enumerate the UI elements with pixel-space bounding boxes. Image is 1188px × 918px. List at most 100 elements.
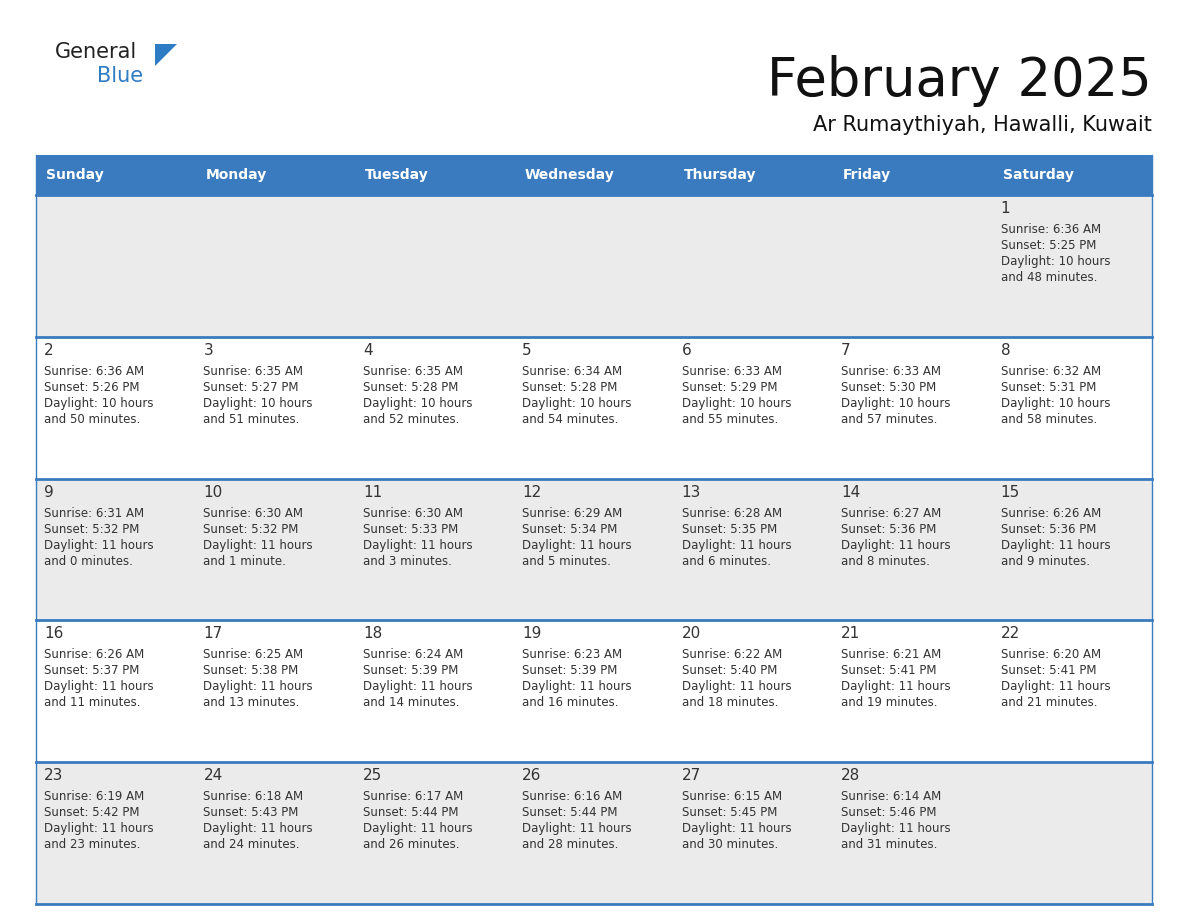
Text: and 58 minutes.: and 58 minutes. [1000, 413, 1097, 426]
Text: Sunrise: 6:36 AM: Sunrise: 6:36 AM [1000, 223, 1101, 236]
Text: Daylight: 10 hours: Daylight: 10 hours [1000, 255, 1110, 268]
Text: and 55 minutes.: and 55 minutes. [682, 413, 778, 426]
Text: Daylight: 11 hours: Daylight: 11 hours [841, 823, 950, 835]
Text: Sunset: 5:30 PM: Sunset: 5:30 PM [841, 381, 936, 394]
Text: Daylight: 11 hours: Daylight: 11 hours [203, 680, 314, 693]
Text: 24: 24 [203, 768, 222, 783]
Text: 26: 26 [523, 768, 542, 783]
Text: 16: 16 [44, 626, 63, 642]
Text: and 24 minutes.: and 24 minutes. [203, 838, 299, 851]
Text: Sunset: 5:44 PM: Sunset: 5:44 PM [523, 806, 618, 819]
Bar [992, 762, 1152, 904]
Text: Sunset: 5:41 PM: Sunset: 5:41 PM [1000, 665, 1097, 677]
Text: 1: 1 [1000, 201, 1010, 216]
Bar [514, 621, 674, 762]
Text: Sunrise: 6:22 AM: Sunrise: 6:22 AM [682, 648, 782, 661]
Text: Sunset: 5:38 PM: Sunset: 5:38 PM [203, 665, 298, 677]
Text: Daylight: 10 hours: Daylight: 10 hours [682, 397, 791, 409]
Bar [514, 762, 674, 904]
Text: Sunset: 5:42 PM: Sunset: 5:42 PM [44, 806, 139, 819]
Text: Daylight: 11 hours: Daylight: 11 hours [44, 680, 153, 693]
Text: Monday: Monday [206, 168, 266, 182]
Bar [196, 621, 355, 762]
Polygon shape [154, 44, 177, 66]
Text: Sunset: 5:36 PM: Sunset: 5:36 PM [1000, 522, 1097, 535]
Bar [36, 762, 196, 904]
Text: Sunset: 5:39 PM: Sunset: 5:39 PM [362, 665, 459, 677]
Text: and 16 minutes.: and 16 minutes. [523, 697, 619, 710]
Bar [833, 195, 992, 337]
Text: Daylight: 11 hours: Daylight: 11 hours [44, 539, 153, 552]
Text: and 23 minutes.: and 23 minutes. [44, 838, 140, 851]
Text: and 8 minutes.: and 8 minutes. [841, 554, 930, 567]
Text: Sunrise: 6:25 AM: Sunrise: 6:25 AM [203, 648, 304, 661]
Text: and 6 minutes.: and 6 minutes. [682, 554, 771, 567]
Bar [196, 155, 355, 195]
Text: Daylight: 10 hours: Daylight: 10 hours [44, 397, 153, 409]
Text: Sunset: 5:40 PM: Sunset: 5:40 PM [682, 665, 777, 677]
Bar [355, 478, 514, 621]
Text: 3: 3 [203, 342, 213, 358]
Text: Daylight: 11 hours: Daylight: 11 hours [362, 539, 473, 552]
Bar [674, 621, 833, 762]
Text: Sunset: 5:27 PM: Sunset: 5:27 PM [203, 381, 299, 394]
Text: Sunrise: 6:16 AM: Sunrise: 6:16 AM [523, 790, 623, 803]
Text: Sunset: 5:37 PM: Sunset: 5:37 PM [44, 665, 139, 677]
Text: and 3 minutes.: and 3 minutes. [362, 554, 451, 567]
Text: 8: 8 [1000, 342, 1010, 358]
Text: Daylight: 11 hours: Daylight: 11 hours [682, 823, 791, 835]
Text: Daylight: 11 hours: Daylight: 11 hours [841, 680, 950, 693]
Bar [36, 195, 196, 337]
Text: Sunset: 5:33 PM: Sunset: 5:33 PM [362, 522, 459, 535]
Text: Blue: Blue [97, 66, 143, 86]
Bar [355, 195, 514, 337]
Text: Daylight: 11 hours: Daylight: 11 hours [44, 823, 153, 835]
Text: 18: 18 [362, 626, 383, 642]
Text: and 14 minutes.: and 14 minutes. [362, 697, 460, 710]
Text: 14: 14 [841, 485, 860, 499]
Bar [833, 337, 992, 478]
Text: Sunset: 5:35 PM: Sunset: 5:35 PM [682, 522, 777, 535]
Text: Daylight: 11 hours: Daylight: 11 hours [841, 539, 950, 552]
Text: Sunset: 5:43 PM: Sunset: 5:43 PM [203, 806, 299, 819]
Bar [36, 155, 196, 195]
Text: Sunrise: 6:19 AM: Sunrise: 6:19 AM [44, 790, 144, 803]
Text: 21: 21 [841, 626, 860, 642]
Text: 5: 5 [523, 342, 532, 358]
Text: Daylight: 11 hours: Daylight: 11 hours [362, 680, 473, 693]
Text: Sunrise: 6:36 AM: Sunrise: 6:36 AM [44, 364, 144, 378]
Text: Sunset: 5:31 PM: Sunset: 5:31 PM [1000, 381, 1097, 394]
Text: Daylight: 11 hours: Daylight: 11 hours [523, 539, 632, 552]
Text: 20: 20 [682, 626, 701, 642]
Text: Sunset: 5:29 PM: Sunset: 5:29 PM [682, 381, 777, 394]
Text: Daylight: 10 hours: Daylight: 10 hours [203, 397, 312, 409]
Text: Sunset: 5:36 PM: Sunset: 5:36 PM [841, 522, 936, 535]
Bar [355, 762, 514, 904]
Text: and 51 minutes.: and 51 minutes. [203, 413, 299, 426]
Bar [514, 478, 674, 621]
Text: Sunrise: 6:35 AM: Sunrise: 6:35 AM [203, 364, 303, 378]
Bar [833, 621, 992, 762]
Text: and 26 minutes.: and 26 minutes. [362, 838, 460, 851]
Bar [992, 478, 1152, 621]
Bar [674, 478, 833, 621]
Text: and 18 minutes.: and 18 minutes. [682, 697, 778, 710]
Text: Sunrise: 6:30 AM: Sunrise: 6:30 AM [362, 507, 463, 520]
Text: Saturday: Saturday [1003, 168, 1074, 182]
Text: and 30 minutes.: and 30 minutes. [682, 838, 778, 851]
Text: Sunrise: 6:14 AM: Sunrise: 6:14 AM [841, 790, 941, 803]
Bar [992, 195, 1152, 337]
Text: Sunrise: 6:21 AM: Sunrise: 6:21 AM [841, 648, 941, 661]
Text: Sunrise: 6:35 AM: Sunrise: 6:35 AM [362, 364, 463, 378]
Bar [992, 337, 1152, 478]
Text: Sunrise: 6:18 AM: Sunrise: 6:18 AM [203, 790, 304, 803]
Bar [355, 621, 514, 762]
Text: Thursday: Thursday [684, 168, 757, 182]
Text: Sunset: 5:39 PM: Sunset: 5:39 PM [523, 665, 618, 677]
Text: Sunset: 5:46 PM: Sunset: 5:46 PM [841, 806, 936, 819]
Text: Sunrise: 6:24 AM: Sunrise: 6:24 AM [362, 648, 463, 661]
Bar [355, 337, 514, 478]
Text: Sunrise: 6:34 AM: Sunrise: 6:34 AM [523, 364, 623, 378]
Text: Daylight: 10 hours: Daylight: 10 hours [1000, 397, 1110, 409]
Bar [196, 762, 355, 904]
